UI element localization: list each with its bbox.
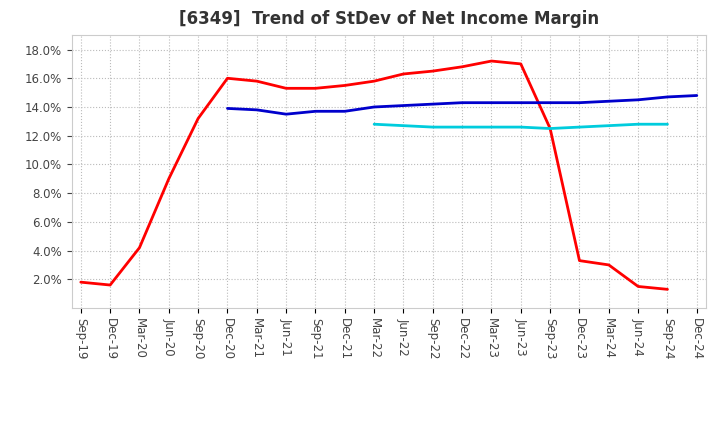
3 Years <box>487 59 496 64</box>
7 Years <box>487 125 496 130</box>
3 Years <box>458 64 467 70</box>
5 Years <box>458 100 467 105</box>
5 Years <box>253 107 261 113</box>
3 Years <box>399 71 408 77</box>
3 Years <box>253 78 261 84</box>
5 Years <box>516 100 525 105</box>
7 Years <box>399 123 408 128</box>
7 Years <box>605 123 613 128</box>
3 Years <box>634 284 642 289</box>
3 Years <box>516 61 525 66</box>
7 Years <box>428 125 437 130</box>
3 Years <box>605 262 613 268</box>
5 Years <box>223 106 232 111</box>
5 Years <box>575 100 584 105</box>
5 Years <box>282 111 290 117</box>
3 Years <box>282 86 290 91</box>
5 Years <box>341 109 349 114</box>
7 Years <box>575 125 584 130</box>
5 Years <box>663 94 672 99</box>
3 Years <box>663 287 672 292</box>
3 Years <box>223 76 232 81</box>
5 Years <box>693 93 701 98</box>
5 Years <box>546 100 554 105</box>
3 Years <box>428 69 437 74</box>
5 Years <box>428 102 437 107</box>
3 Years <box>546 126 554 131</box>
3 Years <box>341 83 349 88</box>
3 Years <box>164 176 173 181</box>
3 Years <box>76 279 85 285</box>
7 Years <box>370 121 379 127</box>
7 Years <box>634 121 642 127</box>
5 Years <box>605 99 613 104</box>
3 Years <box>106 282 114 288</box>
Line: 5 Years: 5 Years <box>228 95 697 114</box>
7 Years <box>458 125 467 130</box>
7 Years <box>663 121 672 127</box>
5 Years <box>370 104 379 110</box>
5 Years <box>634 97 642 103</box>
3 Years <box>194 116 202 121</box>
3 Years <box>370 78 379 84</box>
5 Years <box>311 109 320 114</box>
3 Years <box>135 245 144 250</box>
7 Years <box>546 126 554 131</box>
3 Years <box>311 86 320 91</box>
Line: 7 Years: 7 Years <box>374 124 667 128</box>
7 Years <box>516 125 525 130</box>
5 Years <box>487 100 496 105</box>
Title: [6349]  Trend of StDev of Net Income Margin: [6349] Trend of StDev of Net Income Marg… <box>179 10 599 28</box>
3 Years <box>575 258 584 263</box>
Line: 3 Years: 3 Years <box>81 61 667 290</box>
5 Years <box>399 103 408 108</box>
